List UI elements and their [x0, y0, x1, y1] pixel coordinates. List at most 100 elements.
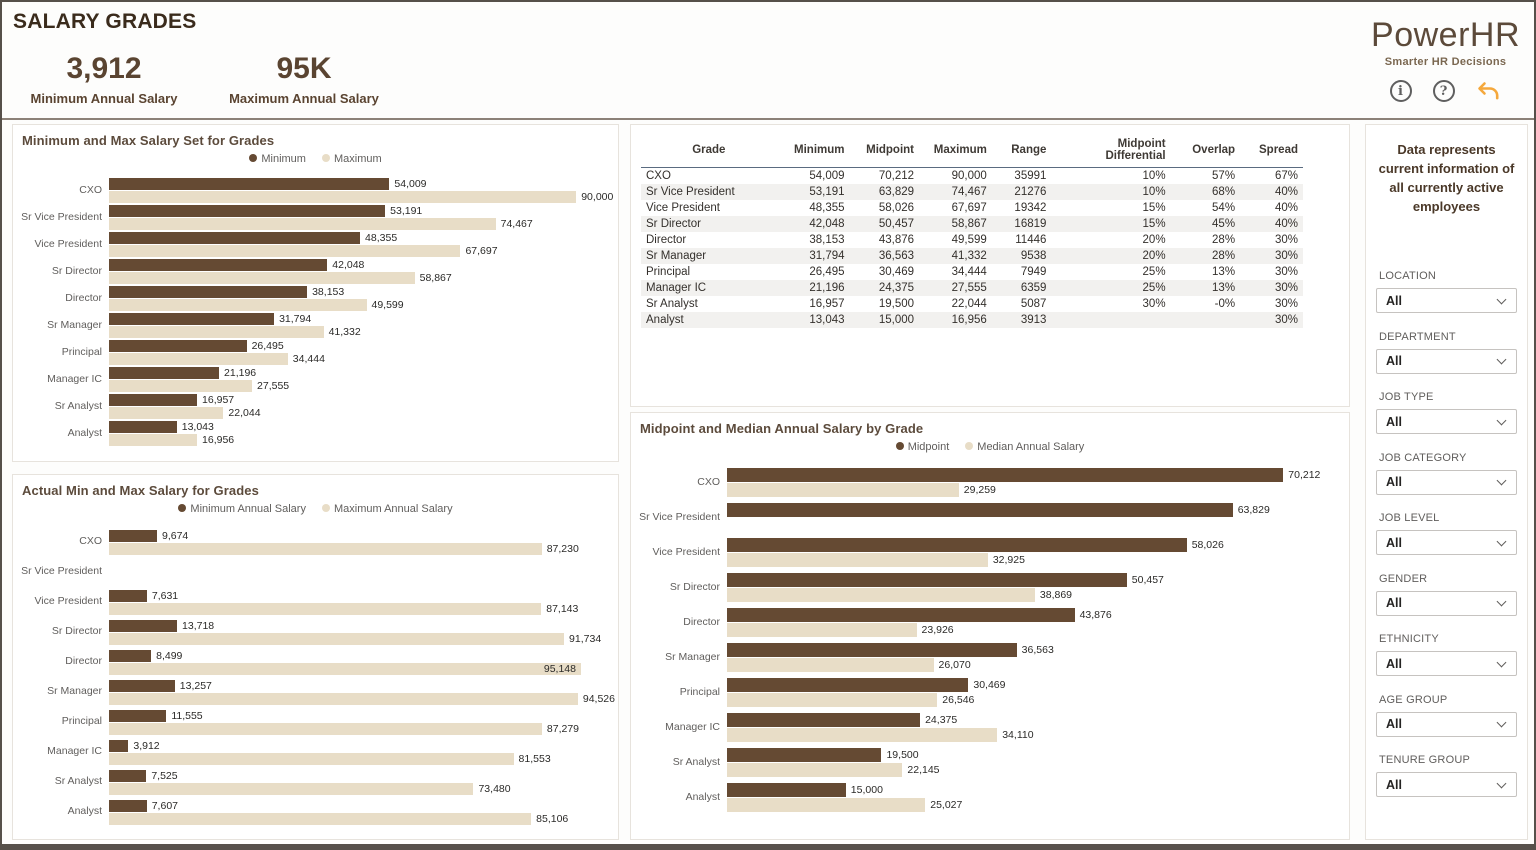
- table-cell[interactable]: 5087: [1020, 298, 1047, 310]
- bar-maximum-annual-salary[interactable]: [109, 722, 542, 735]
- bar-maximum-annual-salary[interactable]: 95,148: [109, 662, 581, 675]
- bar-maximum-annual-salary[interactable]: [109, 812, 532, 825]
- table-cell[interactable]: 15%: [1142, 202, 1166, 214]
- bar-minimum-annual-salary[interactable]: [109, 709, 167, 722]
- table-cell[interactable]: 30%: [1240, 312, 1303, 328]
- bar-minimum[interactable]: [109, 259, 328, 271]
- table-cell[interactable]: 21276: [991, 184, 1052, 200]
- table-cell[interactable]: 10%: [1051, 184, 1171, 200]
- table-cell[interactable]: 15,000: [849, 312, 920, 328]
- table-row-principal[interactable]: Principal 26,495 30,469 34,444 7949 25% 13% 30%: [641, 264, 1303, 280]
- bar-midpoint[interactable]: [727, 713, 921, 727]
- bar-median-annual-salary[interactable]: [727, 693, 938, 707]
- filter-ethnicity-dropdown[interactable]: All: [1376, 651, 1517, 677]
- bar-median-annual-salary[interactable]: [727, 658, 934, 672]
- table-cell[interactable]: 67,697: [951, 202, 987, 214]
- filter-job-category-dropdown[interactable]: All: [1376, 469, 1517, 495]
- bar-minimum-annual-salary[interactable]: [109, 529, 157, 542]
- table-cell[interactable]: 20%: [1051, 248, 1171, 264]
- legend-item-maximum-annual-salary[interactable]: Maximum Annual Salary: [321, 503, 453, 515]
- table-cell[interactable]: [1051, 312, 1171, 328]
- table-cell[interactable]: 30%: [1274, 266, 1298, 278]
- table-cell[interactable]: 11446: [1015, 234, 1047, 246]
- table-cell[interactable]: 16,956: [919, 312, 992, 328]
- legend-item-minimum-annual-salary[interactable]: Minimum Annual Salary: [178, 503, 306, 515]
- table-cell[interactable]: 53,191: [776, 184, 850, 200]
- table-cell[interactable]: 54%: [1212, 202, 1236, 214]
- bar-maximum-annual-salary[interactable]: [109, 782, 474, 795]
- help-icon[interactable]: ?: [1432, 80, 1455, 102]
- bar-median-annual-salary[interactable]: [727, 798, 926, 812]
- table-cell[interactable]: 19,500: [878, 298, 915, 310]
- bar-maximum[interactable]: [109, 326, 324, 338]
- filter-job-level-dropdown[interactable]: All: [1376, 530, 1517, 556]
- bar-maximum-annual-salary[interactable]: [109, 692, 578, 705]
- bar-minimum-annual-salary[interactable]: [109, 739, 129, 752]
- filter-job-type-dropdown[interactable]: All: [1376, 409, 1517, 435]
- table-row-analyst[interactable]: Analyst 13,043 15,000 16,956 3913 30%: [641, 312, 1303, 328]
- table-cell[interactable]: Vice President: [646, 202, 720, 214]
- table-row-sr-vice-president[interactable]: Sr Vice President 53,191 63,829 74,467 21276…: [641, 184, 1303, 200]
- filter-gender-dropdown[interactable]: All: [1376, 590, 1517, 616]
- bar-minimum[interactable]: [109, 421, 177, 433]
- legend-item-maximum[interactable]: Maximum: [321, 153, 382, 165]
- table-cell[interactable]: 27,555: [919, 280, 992, 296]
- table-cell[interactable]: Sr Analyst: [646, 298, 698, 310]
- bar-minimum[interactable]: [109, 178, 390, 190]
- table-cell[interactable]: 43,876: [878, 234, 915, 246]
- table-cell[interactable]: 30,469: [878, 266, 915, 278]
- table-row-director[interactable]: Director 38,153 43,876 49,599 11446 20% 28% 30%: [641, 232, 1303, 248]
- bar-minimum[interactable]: [109, 286, 308, 298]
- table-cell[interactable]: 16819: [991, 216, 1052, 232]
- table-cell[interactable]: 13,043: [776, 312, 850, 328]
- table-cell[interactable]: [1170, 312, 1241, 328]
- table-cell[interactable]: -0%: [1214, 298, 1236, 310]
- table-cell[interactable]: 21,196: [776, 280, 850, 296]
- table-cell[interactable]: 54,009: [809, 170, 845, 182]
- bar-maximum[interactable]: [109, 272, 415, 284]
- bar-minimum[interactable]: [109, 394, 198, 406]
- table-cell[interactable]: 58,867: [919, 216, 992, 232]
- table-cell[interactable]: 34,444: [951, 266, 987, 278]
- table-cell[interactable]: 42,048: [776, 216, 850, 232]
- bar-midpoint[interactable]: [727, 538, 1187, 552]
- bar-minimum-annual-salary[interactable]: [109, 769, 147, 782]
- table-cell[interactable]: 30%: [1274, 298, 1298, 310]
- bar-midpoint[interactable]: [727, 643, 1017, 657]
- table-row-cxo[interactable]: CXO 54,009 70,212 90,000 35991 10% 57% 67%: [641, 168, 1303, 185]
- info-icon[interactable]: i: [1389, 80, 1412, 102]
- table-cell[interactable]: 58,026: [878, 202, 915, 214]
- table-cell[interactable]: 13%: [1212, 266, 1236, 278]
- table-cell[interactable]: 40%: [1274, 202, 1298, 214]
- table-cell[interactable]: Analyst: [641, 312, 777, 328]
- bar-minimum[interactable]: [109, 232, 361, 244]
- table-cell[interactable]: 45%: [1170, 216, 1241, 232]
- bar-minimum-annual-salary[interactable]: [109, 589, 147, 602]
- table-cell[interactable]: 74,467: [919, 184, 992, 200]
- filter-department-dropdown[interactable]: All: [1376, 348, 1517, 374]
- bar-maximum[interactable]: [109, 380, 253, 392]
- bar-maximum[interactable]: [109, 434, 198, 446]
- table-cell[interactable]: 35991: [1014, 170, 1047, 182]
- table-cell[interactable]: 57%: [1212, 170, 1236, 182]
- table-row-sr-analyst[interactable]: Sr Analyst 16,957 19,500 22,044 5087 30% -0% 30…: [641, 296, 1303, 312]
- bar-minimum[interactable]: [109, 367, 220, 379]
- table-cell[interactable]: 3913: [991, 312, 1052, 328]
- bar-midpoint[interactable]: [727, 468, 1284, 482]
- bar-midpoint[interactable]: [727, 503, 1233, 517]
- bar-maximum[interactable]: [109, 299, 367, 311]
- filter-location-dropdown[interactable]: All: [1376, 288, 1517, 314]
- table-cell[interactable]: 68%: [1170, 184, 1241, 200]
- table-cell[interactable]: 30%: [1240, 248, 1303, 264]
- table-cell[interactable]: 40%: [1240, 216, 1303, 232]
- table-cell[interactable]: 25%: [1142, 266, 1166, 278]
- table-cell[interactable]: 13%: [1170, 280, 1241, 296]
- bar-minimum-annual-salary[interactable]: [109, 799, 147, 812]
- table-cell[interactable]: 9538: [991, 248, 1052, 264]
- table-cell[interactable]: 10%: [1142, 170, 1166, 182]
- table-cell[interactable]: 22,044: [951, 298, 987, 310]
- table-cell[interactable]: 20%: [1142, 234, 1166, 246]
- bar-minimum-annual-salary[interactable]: [109, 649, 152, 662]
- bar-maximum[interactable]: [109, 407, 224, 419]
- table-cell[interactable]: 50,457: [849, 216, 920, 232]
